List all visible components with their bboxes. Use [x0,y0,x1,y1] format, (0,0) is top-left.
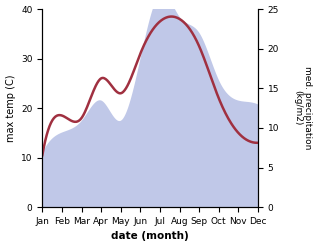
X-axis label: date (month): date (month) [111,231,189,242]
Y-axis label: max temp (C): max temp (C) [5,74,16,142]
Y-axis label: med. precipitation
(kg/m2): med. precipitation (kg/m2) [293,66,313,150]
